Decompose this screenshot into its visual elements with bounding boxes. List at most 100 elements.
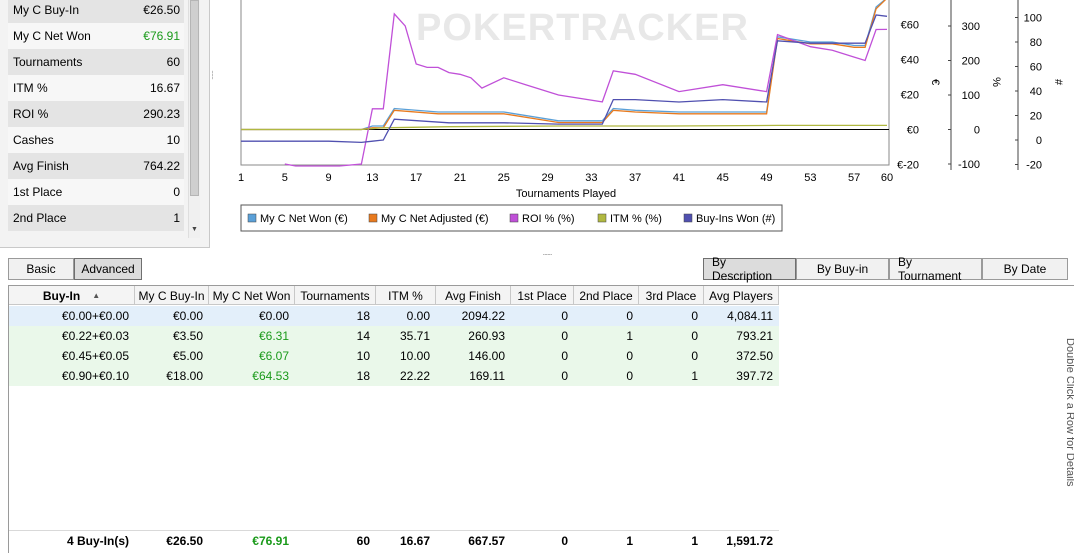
legend-label[interactable]: ITM % (%) bbox=[610, 213, 662, 225]
column-header-label: 2nd Place bbox=[579, 288, 633, 303]
table-body: €0.00+€0.00 €0.00 €0.00 18 0.00 2094.22 0 0 0 4,0… bbox=[9, 306, 779, 386]
table-cell: 14 bbox=[356, 329, 370, 343]
legend-label[interactable]: My C Net Adjusted (€) bbox=[381, 213, 489, 225]
euro-tick-label: €0 bbox=[907, 125, 919, 137]
legend-label[interactable]: My C Net Won (€) bbox=[260, 213, 348, 225]
legend-swatch bbox=[509, 213, 519, 223]
stat-value: 1 bbox=[173, 211, 180, 225]
total-cell: 0 bbox=[561, 534, 568, 548]
stats-panel: My C Buy-In €26.50 My C Net Won €76.91 Tourn… bbox=[0, 0, 210, 248]
table-cell: 18 bbox=[356, 369, 370, 383]
column-header-1st-place[interactable]: 1st Place bbox=[511, 286, 574, 305]
stat-row: Tournaments 60 bbox=[8, 49, 184, 75]
table-cell: €5.00 bbox=[172, 349, 203, 363]
scrollbar-thumb[interactable] bbox=[190, 0, 199, 196]
table-cell: 1 bbox=[626, 329, 633, 343]
table-totals-row: 4 Buy-In(s) €26.50 €76.91 60 16.67 667.57 0 1 1 1… bbox=[9, 530, 779, 552]
legend-label[interactable]: ROI % (%) bbox=[522, 213, 575, 225]
table-cell: 0 bbox=[561, 329, 568, 343]
column-header-3rd-place[interactable]: 3rd Place bbox=[639, 286, 704, 305]
total-cell: 4 Buy-In(s) bbox=[66, 534, 129, 548]
stat-label: My C Net Won bbox=[13, 29, 91, 43]
buyins-tick-label: 40 bbox=[1030, 86, 1042, 98]
column-header-my-c-buy-in[interactable]: My C Buy-In bbox=[135, 286, 209, 305]
table-cell: €64.53 bbox=[252, 369, 289, 383]
column-header-label: Avg Players bbox=[709, 288, 773, 303]
legend-swatch bbox=[683, 213, 693, 223]
group-tab-by-buy-in[interactable]: By Buy-in bbox=[796, 258, 889, 280]
table-row[interactable]: €0.45+€0.05 €5.00 €6.07 10 10.00 146.00 0 0 0 372… bbox=[9, 346, 779, 366]
column-header-buy-in[interactable]: Buy-In ▲ bbox=[9, 286, 135, 305]
column-header-tournaments[interactable]: Tournaments bbox=[295, 286, 376, 305]
stat-value: 16.67 bbox=[149, 81, 180, 95]
column-header-avg-players[interactable]: Avg Players bbox=[704, 286, 779, 305]
table-cell: €0.00 bbox=[258, 309, 289, 323]
column-header-label: My C Buy-In bbox=[138, 288, 205, 303]
chart-legend: My C Net Won (€) My C Net Adjusted (€) ROI… bbox=[240, 204, 783, 232]
roi-tick-label: 300 bbox=[962, 21, 980, 33]
table-header: Buy-In ▲ My C Buy-In My C Net Won Tournament… bbox=[9, 286, 779, 305]
table-cell: 0 bbox=[626, 309, 633, 323]
column-header-label: ITM % bbox=[388, 288, 423, 303]
column-header-itm-[interactable]: ITM % bbox=[376, 286, 436, 305]
table-row[interactable]: €0.90+€0.10 €18.00 €64.53 18 22.22 169.11 0 0 1 3… bbox=[9, 366, 779, 386]
x-tick-label: 37 bbox=[629, 172, 641, 184]
euro-tick-label: €60 bbox=[901, 20, 919, 32]
stat-value: €26.50 bbox=[143, 3, 180, 17]
euro-tick-label: €20 bbox=[901, 90, 919, 102]
table-cell: 0 bbox=[691, 329, 698, 343]
series-line-itm bbox=[241, 124, 887, 131]
series-line-buyins bbox=[241, 14, 888, 144]
buyins-unit-label: # bbox=[1052, 79, 1064, 86]
advanced-tab[interactable]: Advanced bbox=[74, 258, 142, 280]
group-tab-by-date[interactable]: By Date bbox=[982, 258, 1068, 280]
legend-swatch bbox=[597, 213, 607, 223]
x-tick-label: 25 bbox=[498, 172, 510, 184]
sort-ascending-icon: ▲ bbox=[92, 291, 101, 300]
stat-row: ITM % 16.67 bbox=[8, 75, 184, 101]
buyins-tick-label: -20 bbox=[1026, 160, 1042, 172]
table-row[interactable]: €0.00+€0.00 €0.00 €0.00 18 0.00 2094.22 0 0 0 4,0… bbox=[9, 306, 779, 326]
x-tick-label: 45 bbox=[717, 172, 729, 184]
column-header-label: Tournaments bbox=[300, 288, 370, 303]
group-tab-by-tournament[interactable]: By Tournament bbox=[889, 255, 982, 283]
stats-list: My C Buy-In €26.50 My C Net Won €76.91 Tourn… bbox=[8, 0, 184, 231]
x-tick-label: 5 bbox=[282, 172, 288, 184]
roi-unit-label: % bbox=[990, 77, 1002, 87]
x-tick-label: 33 bbox=[585, 172, 597, 184]
stat-label: Cashes bbox=[13, 133, 54, 147]
table-cell: 1 bbox=[691, 369, 698, 383]
table-cell: 260.93 bbox=[468, 329, 505, 343]
table-cell: €0.00 bbox=[172, 309, 203, 323]
stats-scrollbar[interactable]: ▼ bbox=[188, 0, 200, 238]
table-cell: 0 bbox=[626, 369, 633, 383]
column-header-avg-finish[interactable]: Avg Finish bbox=[436, 286, 511, 305]
roi-tick-label: 200 bbox=[962, 56, 980, 68]
column-header-2nd-place[interactable]: 2nd Place bbox=[574, 286, 639, 305]
total-cell: 16.67 bbox=[399, 534, 430, 548]
table-cell: €0.00+€0.00 bbox=[61, 309, 129, 323]
table-cell: 0 bbox=[691, 309, 698, 323]
total-cell: €26.50 bbox=[166, 534, 203, 548]
column-header-my-c-net-won[interactable]: My C Net Won bbox=[209, 286, 295, 305]
roi-tick-label: 0 bbox=[974, 125, 980, 137]
stat-label: Avg Finish bbox=[13, 159, 69, 173]
scroll-down-arrow-icon[interactable]: ▼ bbox=[191, 226, 198, 233]
stat-row: My C Buy-In €26.50 bbox=[8, 0, 184, 23]
table-cell: 22.22 bbox=[399, 369, 430, 383]
group-tab-by-description[interactable]: By Description bbox=[703, 255, 796, 283]
horizontal-splitter-grip[interactable]: ...... bbox=[542, 247, 552, 257]
table-cell: 0.00 bbox=[406, 309, 430, 323]
table-cell: 10.00 bbox=[399, 349, 430, 363]
x-axis-title: Tournaments Played bbox=[516, 188, 616, 200]
table-cell: €6.31 bbox=[258, 329, 289, 343]
table-row[interactable]: €0.22+€0.03 €3.50 €6.31 14 35.71 260.93 0 1 0 793… bbox=[9, 326, 779, 346]
buyins-tick-label: 100 bbox=[1024, 13, 1042, 25]
x-tick-label: 49 bbox=[760, 172, 772, 184]
table-cell: 397.72 bbox=[736, 369, 773, 383]
stat-label: My C Buy-In bbox=[13, 3, 80, 17]
basic-tab[interactable]: Basic bbox=[8, 258, 74, 280]
column-header-label: 1st Place bbox=[517, 288, 567, 303]
legend-label[interactable]: Buy-Ins Won (#) bbox=[696, 213, 775, 225]
vertical-splitter-grip[interactable]: ...... bbox=[210, 70, 220, 80]
